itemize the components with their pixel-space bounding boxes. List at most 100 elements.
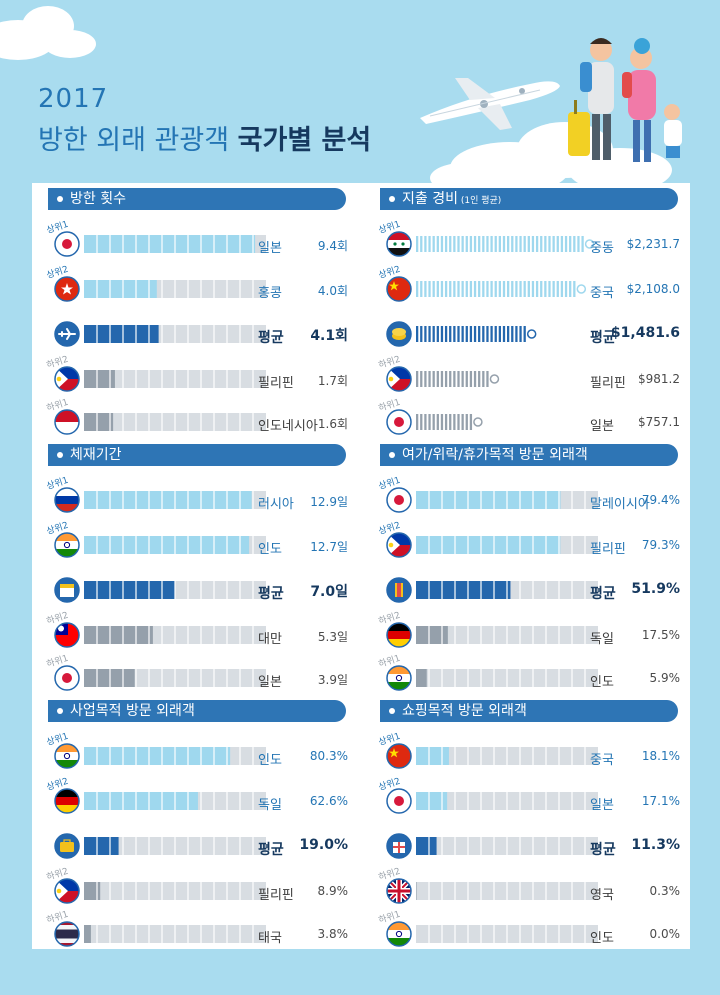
- bar-stripe: [444, 414, 448, 430]
- category-label: 일본: [590, 419, 614, 434]
- category-label: 러시아: [258, 497, 294, 512]
- bar-track-svg: [416, 882, 598, 900]
- flag-germany-icon: [386, 622, 412, 648]
- section-title-text: 방한 횟수: [70, 191, 126, 207]
- category-label: 필리핀: [590, 376, 626, 391]
- bar-stripe: [416, 236, 419, 252]
- bar-stripe: [502, 281, 506, 297]
- bar-stripe: [449, 281, 452, 297]
- bar: [416, 747, 449, 765]
- section-title: 지출 경비 (1인 평균): [380, 188, 678, 210]
- bar-track-svg: [416, 536, 598, 554]
- chart-row: 상위1 일본 9.4회: [45, 220, 348, 258]
- bar-stripe: [548, 281, 551, 297]
- value-label: 5.3일: [317, 630, 348, 644]
- bar-stripe: [511, 236, 514, 252]
- bar: [416, 626, 448, 644]
- flag-russia-icon: [54, 487, 80, 513]
- category-label: 말레이시아: [590, 497, 650, 512]
- bar: [84, 626, 153, 644]
- bar-stripe: [523, 281, 526, 297]
- value-label: 5.9%: [649, 671, 681, 685]
- bar-stripe: [515, 236, 518, 252]
- category-label: 평균: [258, 842, 284, 858]
- bar-end-cap: [576, 284, 587, 294]
- bar-stripe: [560, 281, 564, 297]
- bar-stripe: [416, 414, 419, 430]
- bar-stripe: [424, 281, 427, 297]
- chart-row: 상위1 말레이시아 79.4%: [377, 476, 680, 514]
- bar-stripe: [449, 414, 452, 430]
- bar-track-svg: [84, 882, 266, 900]
- chart-row: 하위1 일본 3.9일: [45, 654, 348, 692]
- bar-stripe: [486, 326, 489, 342]
- bar: [416, 669, 427, 687]
- bar-stripe: [473, 281, 477, 297]
- bar-stripe: [420, 326, 423, 342]
- category-label: 일본: [590, 798, 614, 813]
- bar-stripe: [531, 281, 535, 297]
- bar-stripe: [465, 414, 468, 430]
- category-label: 인도: [258, 542, 282, 557]
- bar-stripe: [444, 236, 448, 252]
- bar-track-svg: [416, 837, 598, 855]
- bar-stripe: [473, 371, 477, 387]
- chart-row: 상위1 중국 18.1%: [377, 732, 680, 770]
- chart-row: 평균 $1,481.6: [380, 318, 680, 348]
- bar-track-svg: [84, 370, 266, 388]
- value-label: $2,231.7: [626, 237, 680, 251]
- value-label: 17.1%: [641, 794, 680, 808]
- bar-stripe: [444, 371, 448, 387]
- bar-stripe: [416, 371, 419, 387]
- value-label: 11.3%: [631, 837, 680, 853]
- bar-stripe: [473, 236, 477, 252]
- bar: [84, 925, 91, 943]
- airplane-icon: [54, 321, 80, 347]
- category-label: 일본: [258, 675, 282, 690]
- chart-row: 상위1 중동 $2,231.7: [377, 220, 680, 258]
- bar-stripe: [453, 281, 456, 297]
- value-label: 12.7일: [310, 540, 348, 554]
- category-label: 영국: [590, 888, 614, 903]
- value-label: 1.6회: [317, 417, 348, 431]
- section-title: 여가/위락/휴가목적 방문 외래객: [380, 444, 678, 466]
- bar-stripe: [564, 236, 568, 252]
- bar-track-svg: [416, 925, 598, 943]
- chart-row: 하위2 독일 17.5%: [377, 611, 680, 649]
- value-label: 1.7회: [317, 374, 348, 388]
- category-label: 독일: [258, 798, 282, 813]
- value-label: 12.9일: [310, 495, 348, 509]
- bar-track-svg: [84, 792, 266, 810]
- flag-japan-icon: [386, 487, 412, 513]
- bar-stripe: [461, 281, 464, 297]
- category-label: 평균: [258, 586, 284, 602]
- category-label: 인도: [590, 931, 614, 946]
- bar-stripe: [511, 281, 514, 297]
- bar-stripe: [490, 326, 493, 342]
- bar-stripe: [573, 281, 576, 297]
- bar: [84, 491, 252, 509]
- bar-stripe: [507, 236, 510, 252]
- bar-stripe: [465, 236, 468, 252]
- flag-china-icon: [386, 276, 412, 302]
- bar-track-svg: [84, 491, 266, 509]
- bar-stripe: [420, 236, 423, 252]
- category-label: 인도: [590, 675, 614, 690]
- bar-stripe: [428, 281, 431, 297]
- bar-stripe: [535, 236, 539, 252]
- bar-track-svg: [84, 669, 266, 687]
- category-label: 중국: [590, 753, 614, 768]
- section-title: 체재기간: [48, 444, 346, 466]
- bar: [416, 792, 448, 810]
- value-label: 62.6%: [309, 794, 348, 808]
- bar-stripe: [457, 371, 460, 387]
- bar: [416, 837, 437, 855]
- bar-stripe: [449, 236, 452, 252]
- bar-stripe: [569, 281, 572, 297]
- bar-stripe: [449, 371, 452, 387]
- bar-stripe: [432, 414, 435, 430]
- bar-track-svg: [84, 536, 266, 554]
- bar-track-svg: [416, 236, 595, 252]
- bar: [84, 837, 119, 855]
- shopping-bag-icon: [386, 833, 412, 859]
